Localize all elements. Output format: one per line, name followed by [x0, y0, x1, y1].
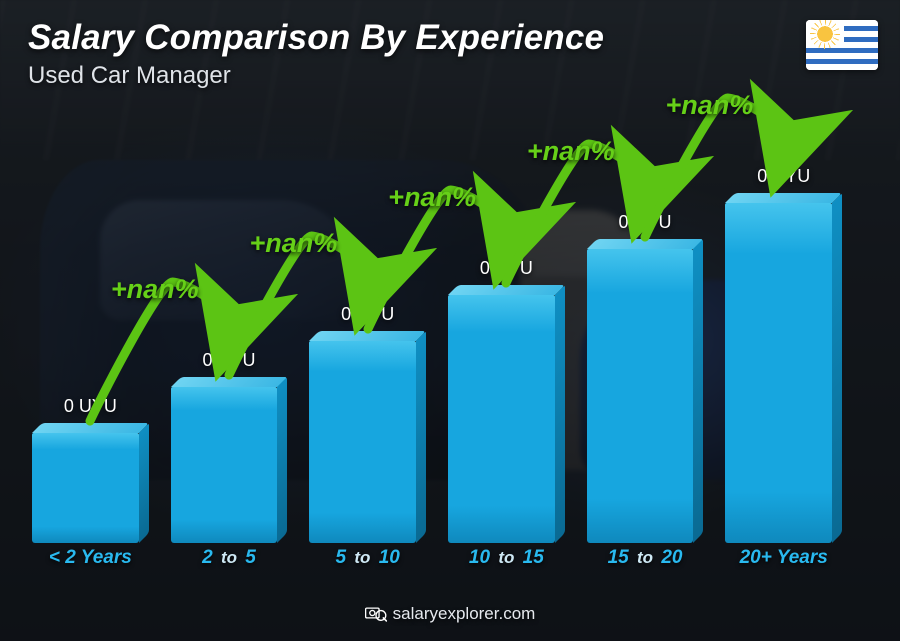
- footer-brand-text: salaryexplorer.com: [393, 604, 536, 623]
- bar-3d: [725, 193, 842, 543]
- pct-change-label: +nan%: [666, 90, 754, 121]
- x-tick: 20+ Years: [725, 547, 842, 571]
- bar-value-label: 0 UYU: [64, 396, 117, 417]
- x-axis: < 2 Years 2 to 5 5 to 10 10 to 15 15 to 20 20…: [24, 547, 850, 571]
- bar-value-label: 0 UYU: [619, 212, 672, 233]
- x-tick: 15 to 20: [587, 547, 704, 571]
- pct-change-label: +nan%: [250, 228, 338, 259]
- pct-change-label: +nan%: [527, 136, 615, 167]
- bar: 0 UYU: [32, 396, 149, 543]
- chart-title: Salary Comparison By Experience: [28, 18, 604, 58]
- bar: 0 UYU: [171, 350, 288, 543]
- bar: 0 UYU: [587, 212, 704, 543]
- chart-subtitle: Used Car Manager: [28, 62, 231, 90]
- uruguay-flag-icon: [806, 20, 878, 70]
- pct-change-label: +nan%: [388, 182, 476, 213]
- bar-value-label: 0 UYU: [341, 304, 394, 325]
- bar-3d: [171, 377, 288, 543]
- infographic-canvas: Salary Comparison By Experience Used Car…: [0, 0, 900, 641]
- footer-brand: salaryexplorer.com: [0, 604, 900, 627]
- bar-3d: [309, 331, 426, 543]
- bar-value-label: 0 UYU: [480, 258, 533, 279]
- bar: 0 UYU: [309, 304, 426, 543]
- x-tick: < 2 Years: [32, 547, 149, 571]
- bar-value-label: 0 UYU: [757, 166, 810, 187]
- bar: 0 UYU: [448, 258, 565, 543]
- bar-3d: [587, 239, 704, 543]
- bar-3d: [32, 423, 149, 543]
- bar-3d: [448, 285, 565, 543]
- pct-change-label: +nan%: [111, 274, 199, 305]
- bar-value-label: 0 UYU: [203, 350, 256, 371]
- bar-chart: 0 UYU 0 UYU 0 UYU 0 UYU 0 UYU 0 UYU < 2 Years…: [24, 110, 850, 571]
- x-tick: 10 to 15: [448, 547, 565, 571]
- salaryexplorer-logo-icon: [365, 604, 387, 627]
- x-tick: 2 to 5: [171, 547, 288, 571]
- x-tick: 5 to 10: [309, 547, 426, 571]
- bar: 0 UYU: [725, 166, 842, 543]
- bars-container: 0 UYU 0 UYU 0 UYU 0 UYU 0 UYU 0 UYU: [24, 110, 850, 543]
